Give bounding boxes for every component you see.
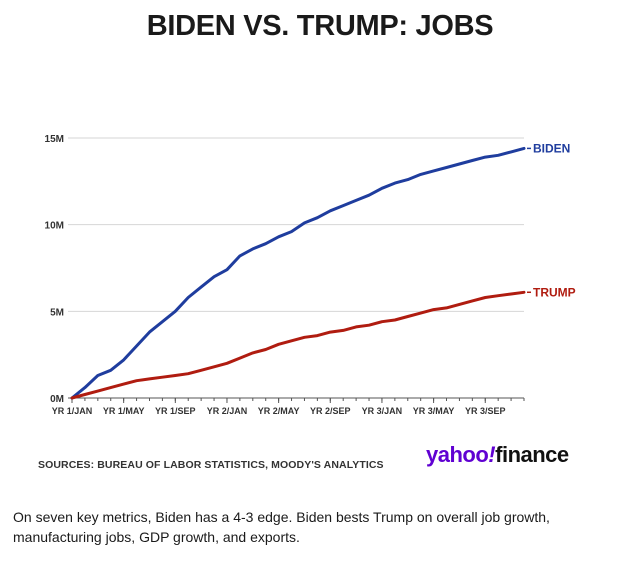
series-label-trump: TRUMP: [533, 285, 576, 299]
y-tick-label: 5M: [50, 307, 64, 318]
x-tick-label: YR 1/JAN: [52, 406, 93, 416]
series-label-biden: BIDEN: [533, 141, 570, 155]
caption-text: On seven key metrics, Biden has a 4-3 ed…: [13, 509, 550, 545]
x-tick-label: YR 1/MAY: [103, 406, 145, 416]
x-tick-label: YR 3/SEP: [465, 406, 506, 416]
series-line-trump: [70, 290, 526, 400]
x-tick-label: YR 2/JAN: [207, 406, 248, 416]
y-tick-label: 10M: [45, 221, 64, 232]
x-tick-label: YR 2/MAY: [258, 406, 300, 416]
chart-title: BIDEN VS. TRUMP: JOBS: [146, 10, 494, 42]
sources-note: SOURCES: BUREAU OF LABOR STATISTICS, MOO…: [38, 459, 384, 471]
yahoo-finance-logo: yahoo!finance: [426, 442, 569, 467]
y-tick-label: 0M: [50, 394, 64, 405]
x-tick-label: YR 3/JAN: [362, 406, 403, 416]
chart-card: BIDEN VS. TRUMP: JOBS 0M 5M 10M 15M YR 1/JAN…: [38, 10, 576, 471]
series-line-biden: [70, 146, 526, 400]
line-chart: 0M 5M 10M 15M YR 1/JAN YR 1/MAY YR 1/SEP YR 2/J…: [45, 134, 576, 416]
x-tick-label: YR 1/SEP: [155, 406, 196, 416]
x-tick-label: YR 2/SEP: [310, 406, 351, 416]
y-tick-label: 15M: [45, 134, 64, 145]
x-tick-label: YR 3/MAY: [413, 406, 455, 416]
